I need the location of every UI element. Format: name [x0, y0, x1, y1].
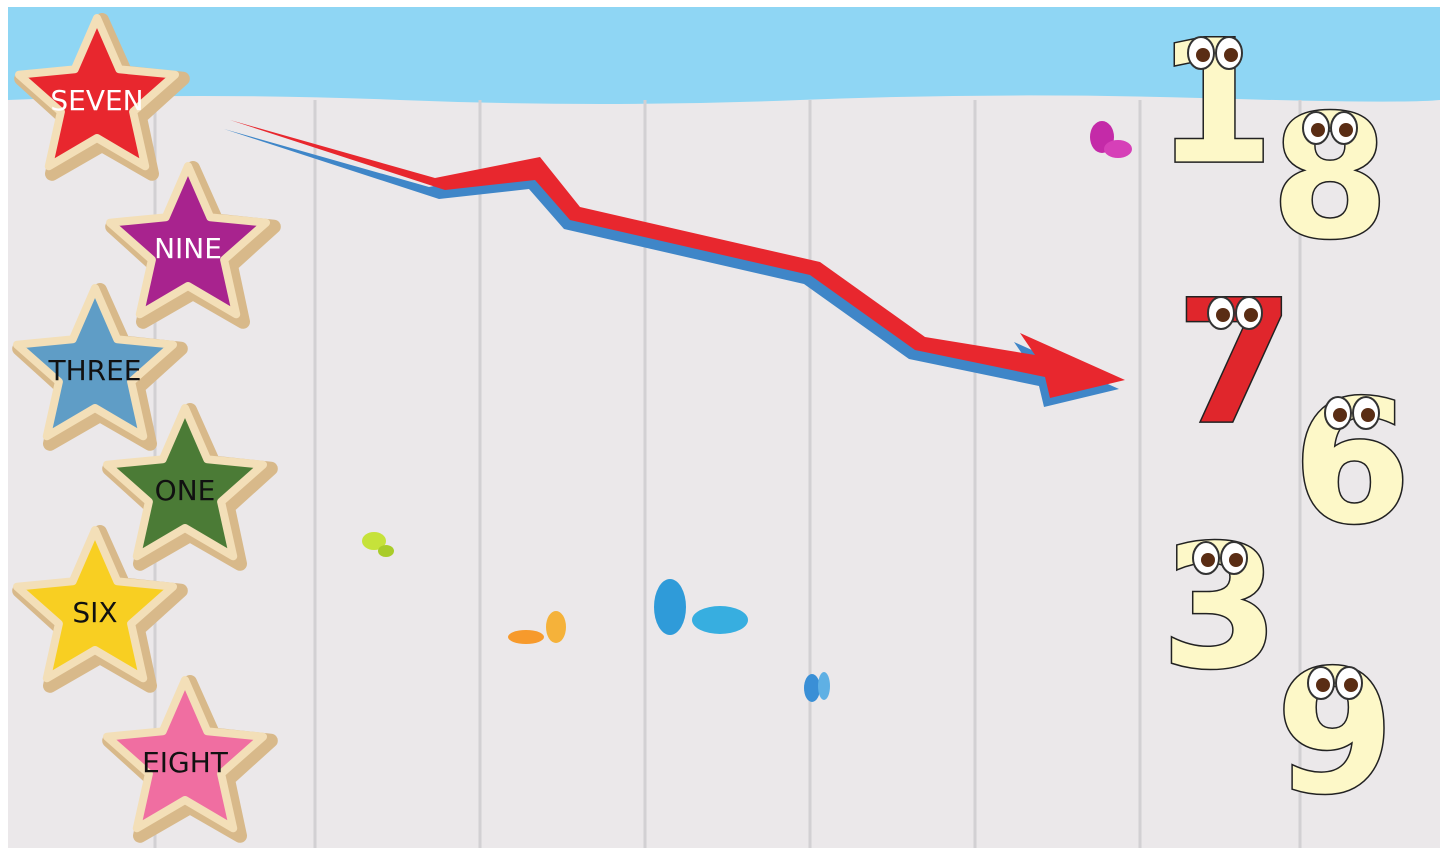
number-character[interactable]: 9	[1276, 634, 1394, 832]
number-label: 7	[1176, 264, 1294, 462]
number-character[interactable]: 8	[1271, 79, 1389, 277]
pupil	[1333, 408, 1347, 422]
pupil	[1316, 678, 1330, 692]
pupil	[1216, 308, 1230, 322]
pupil	[1201, 553, 1215, 567]
number-label: 8	[1271, 79, 1389, 277]
pupil	[1311, 123, 1325, 137]
number-label: 9	[1276, 634, 1394, 832]
number-label: 1	[1156, 4, 1274, 202]
pupil	[1361, 408, 1375, 422]
pupil	[1229, 553, 1243, 567]
star-label: SEVEN	[50, 84, 143, 117]
star-label: ONE	[155, 474, 216, 507]
pupil	[1344, 678, 1358, 692]
star-label: EIGHT	[142, 746, 229, 779]
pupil	[1224, 48, 1238, 62]
number-character[interactable]: 1	[1156, 4, 1274, 202]
number-character[interactable]: 3	[1161, 509, 1279, 707]
number-label: 6	[1293, 364, 1411, 562]
star-label: NINE	[154, 232, 222, 265]
pupil	[1244, 308, 1258, 322]
game-board: SEVEN NINE THREE ONE SIX EIGHT 187639	[0, 0, 1448, 855]
number-label: 3	[1161, 509, 1279, 707]
number-character[interactable]: 7	[1176, 264, 1294, 462]
pupil	[1196, 48, 1210, 62]
star-label: THREE	[48, 354, 142, 387]
pupil	[1339, 123, 1353, 137]
number-character[interactable]: 6	[1293, 364, 1411, 562]
star-label: SIX	[72, 596, 117, 629]
